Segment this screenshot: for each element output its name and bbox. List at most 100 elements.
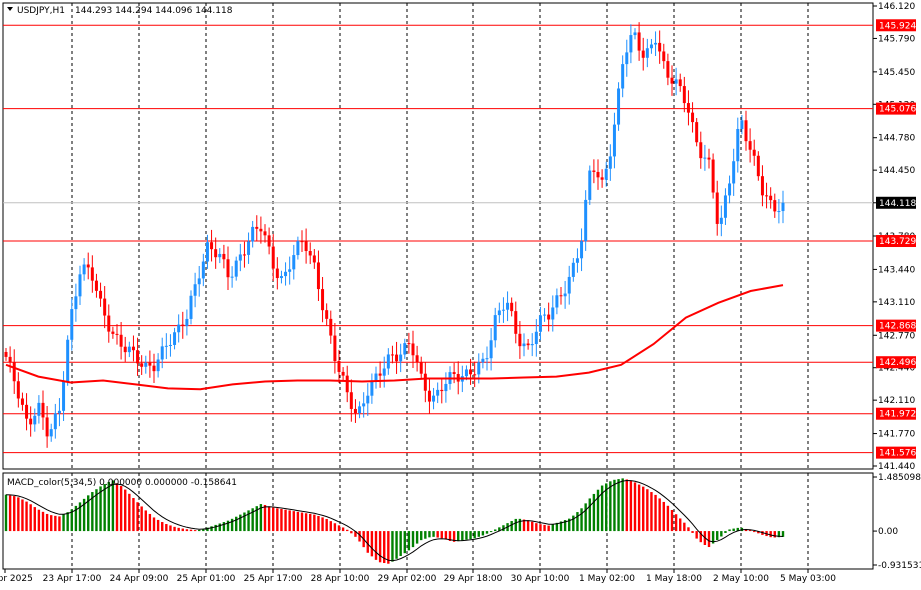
candle-body bbox=[74, 296, 78, 310]
chevron-down-icon[interactable] bbox=[7, 7, 13, 11]
macd-bar bbox=[489, 531, 493, 533]
candle-body bbox=[99, 290, 103, 299]
candle-body bbox=[370, 381, 374, 396]
macd-bar bbox=[576, 512, 579, 532]
candle-body bbox=[378, 373, 382, 376]
macd-bar bbox=[243, 512, 246, 532]
macd-bar bbox=[13, 496, 16, 532]
candle-body bbox=[588, 170, 592, 200]
candle-body bbox=[185, 318, 189, 327]
candle-body bbox=[4, 351, 8, 357]
macd-tick-label: 1.485098 bbox=[878, 473, 921, 483]
macd-bar bbox=[300, 512, 304, 532]
candle-body bbox=[259, 228, 263, 232]
price-tick-label: 143.110 bbox=[878, 298, 915, 308]
macd-bar bbox=[161, 522, 164, 532]
macd-bar bbox=[514, 518, 517, 532]
candle-body bbox=[744, 120, 748, 142]
macd-bar bbox=[45, 513, 49, 532]
candle-body bbox=[666, 61, 670, 78]
macd-bar bbox=[37, 509, 41, 532]
macd-bar bbox=[148, 513, 152, 532]
macd-bar bbox=[128, 493, 131, 532]
level-tag-label: 141.972 bbox=[879, 410, 916, 420]
candle-body bbox=[45, 417, 49, 437]
candle-body bbox=[156, 359, 160, 372]
candle-body bbox=[210, 242, 214, 250]
macd-plot-frame bbox=[2, 472, 874, 570]
macd-bar bbox=[407, 531, 411, 551]
macd-tick-label: 0.00 bbox=[878, 527, 898, 537]
candle-body bbox=[181, 324, 185, 327]
macd-bar bbox=[457, 531, 460, 542]
macd-bar bbox=[695, 531, 698, 539]
candle-body bbox=[600, 177, 604, 180]
candle-body bbox=[329, 318, 333, 336]
candle-body bbox=[691, 112, 695, 123]
candle-body bbox=[444, 383, 448, 392]
price-tick-label: 141.440 bbox=[878, 462, 915, 472]
macd-bar bbox=[165, 524, 168, 532]
macd-bar bbox=[395, 531, 398, 559]
macd-bar bbox=[596, 489, 600, 532]
macd-bar bbox=[773, 531, 776, 538]
candle-body bbox=[308, 251, 312, 256]
candle-body bbox=[16, 381, 20, 399]
candle-body bbox=[740, 120, 744, 129]
macd-bar bbox=[465, 531, 468, 540]
macd-bar bbox=[198, 529, 201, 532]
candle-body bbox=[711, 159, 715, 193]
candle-body bbox=[633, 32, 637, 36]
macd-bar bbox=[132, 498, 135, 532]
macd-bar bbox=[629, 480, 633, 532]
macd-bar bbox=[691, 531, 694, 533]
candle-body bbox=[773, 200, 777, 212]
candle-body bbox=[238, 254, 242, 261]
candle-body bbox=[497, 310, 501, 316]
macd-bar bbox=[124, 489, 127, 532]
macd-bar bbox=[559, 521, 563, 532]
candle-body bbox=[53, 413, 57, 430]
macd-bar bbox=[411, 531, 415, 548]
macd-bar bbox=[666, 505, 670, 532]
candle-body bbox=[407, 343, 411, 345]
macd-bar bbox=[321, 517, 324, 532]
candle-body bbox=[506, 302, 510, 310]
macd-bar bbox=[350, 531, 353, 534]
candle-body bbox=[275, 268, 279, 279]
macd-bar bbox=[239, 514, 242, 532]
candle-body bbox=[341, 371, 345, 376]
macd-bar bbox=[736, 527, 739, 532]
macd-bar bbox=[218, 523, 221, 532]
level-tag-label: 142.496 bbox=[879, 358, 916, 368]
candle-body bbox=[584, 199, 588, 242]
macd-bar bbox=[70, 509, 73, 532]
candle-body bbox=[415, 355, 419, 363]
level-tag-label: 141.576 bbox=[879, 449, 916, 459]
macd-bar bbox=[214, 524, 217, 532]
macd-bar bbox=[156, 519, 160, 532]
macd-bar bbox=[687, 527, 690, 532]
candle-body bbox=[242, 254, 246, 256]
macd-bar bbox=[547, 525, 550, 532]
macd-bar bbox=[111, 480, 115, 532]
macd-bar bbox=[341, 527, 345, 532]
macd-bar bbox=[333, 523, 337, 532]
candle-body bbox=[86, 264, 90, 268]
macd-bar bbox=[781, 531, 785, 537]
candle-body bbox=[575, 258, 579, 263]
macd-bar bbox=[21, 499, 24, 532]
level-tag-background bbox=[876, 319, 916, 332]
candle-body bbox=[678, 79, 682, 87]
candle-body bbox=[645, 48, 649, 58]
level-tag-label: 143.729 bbox=[879, 237, 916, 247]
macd-bar bbox=[206, 527, 209, 532]
macd-bar bbox=[654, 494, 657, 532]
time-label: 23 Apr 2025 bbox=[0, 574, 33, 584]
macd-bar bbox=[193, 530, 197, 532]
macd-bar bbox=[296, 511, 300, 532]
candle-body bbox=[641, 50, 645, 58]
macd-bar bbox=[415, 531, 419, 544]
candle-body bbox=[625, 52, 629, 65]
